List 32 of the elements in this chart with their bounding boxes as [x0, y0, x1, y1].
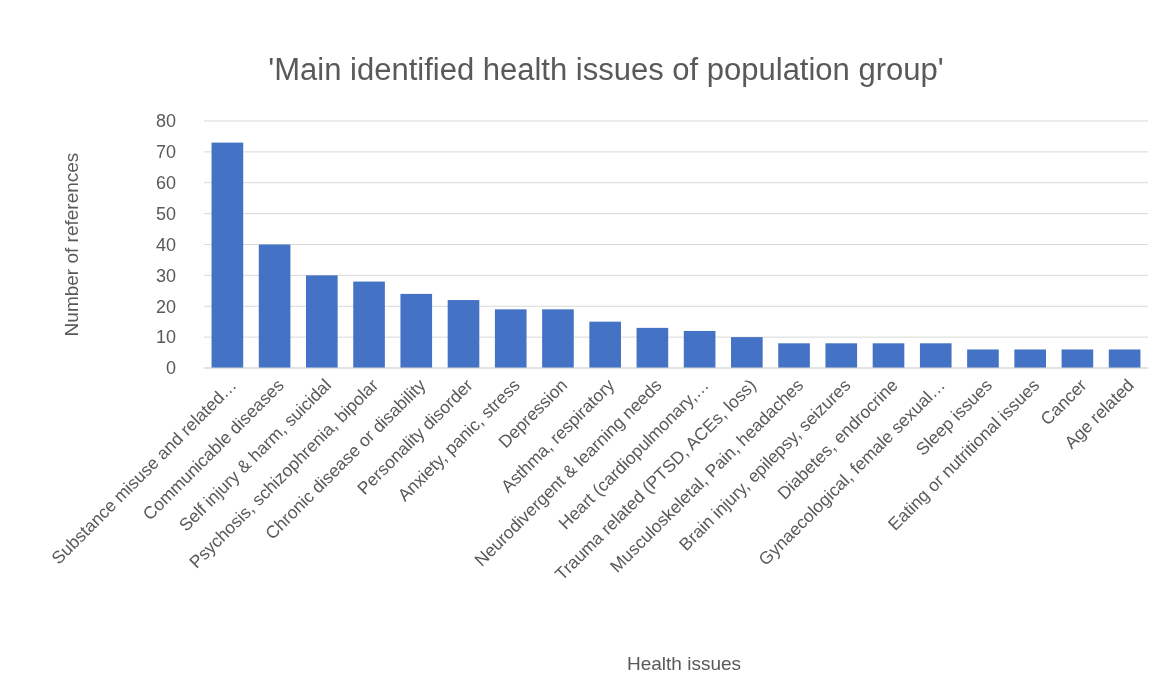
bar [1061, 349, 1094, 368]
bar [967, 349, 999, 368]
bar [825, 343, 858, 368]
bar [778, 343, 810, 368]
bar [494, 309, 527, 368]
x-axis-title: Health issues [626, 653, 742, 674]
bar [589, 321, 621, 368]
bar [919, 343, 952, 368]
y-tick-label: 0 [165, 358, 176, 379]
bar [353, 281, 385, 368]
bar [1108, 349, 1141, 368]
bar [211, 142, 244, 368]
bar [258, 244, 291, 368]
bar [306, 275, 338, 368]
y-tick-label: 10 [155, 327, 176, 348]
bar [1014, 349, 1046, 368]
y-tick-label: 50 [155, 203, 176, 224]
bar [636, 327, 669, 368]
y-tick-label: 70 [155, 142, 176, 163]
bar [683, 330, 716, 368]
bar [400, 293, 433, 368]
chart-title: 'Main identified health issues of population group' [268, 52, 944, 87]
y-axis-title: Number of references [61, 152, 82, 337]
bar [872, 343, 905, 368]
y-tick-label: 80 [155, 111, 176, 132]
y-tick-label: 40 [155, 234, 176, 255]
bar [731, 337, 763, 368]
bar [542, 309, 574, 368]
bar [447, 300, 480, 368]
y-tick-label: 30 [155, 265, 176, 286]
y-tick-label: 20 [155, 296, 176, 317]
y-tick-label: 60 [155, 173, 176, 194]
